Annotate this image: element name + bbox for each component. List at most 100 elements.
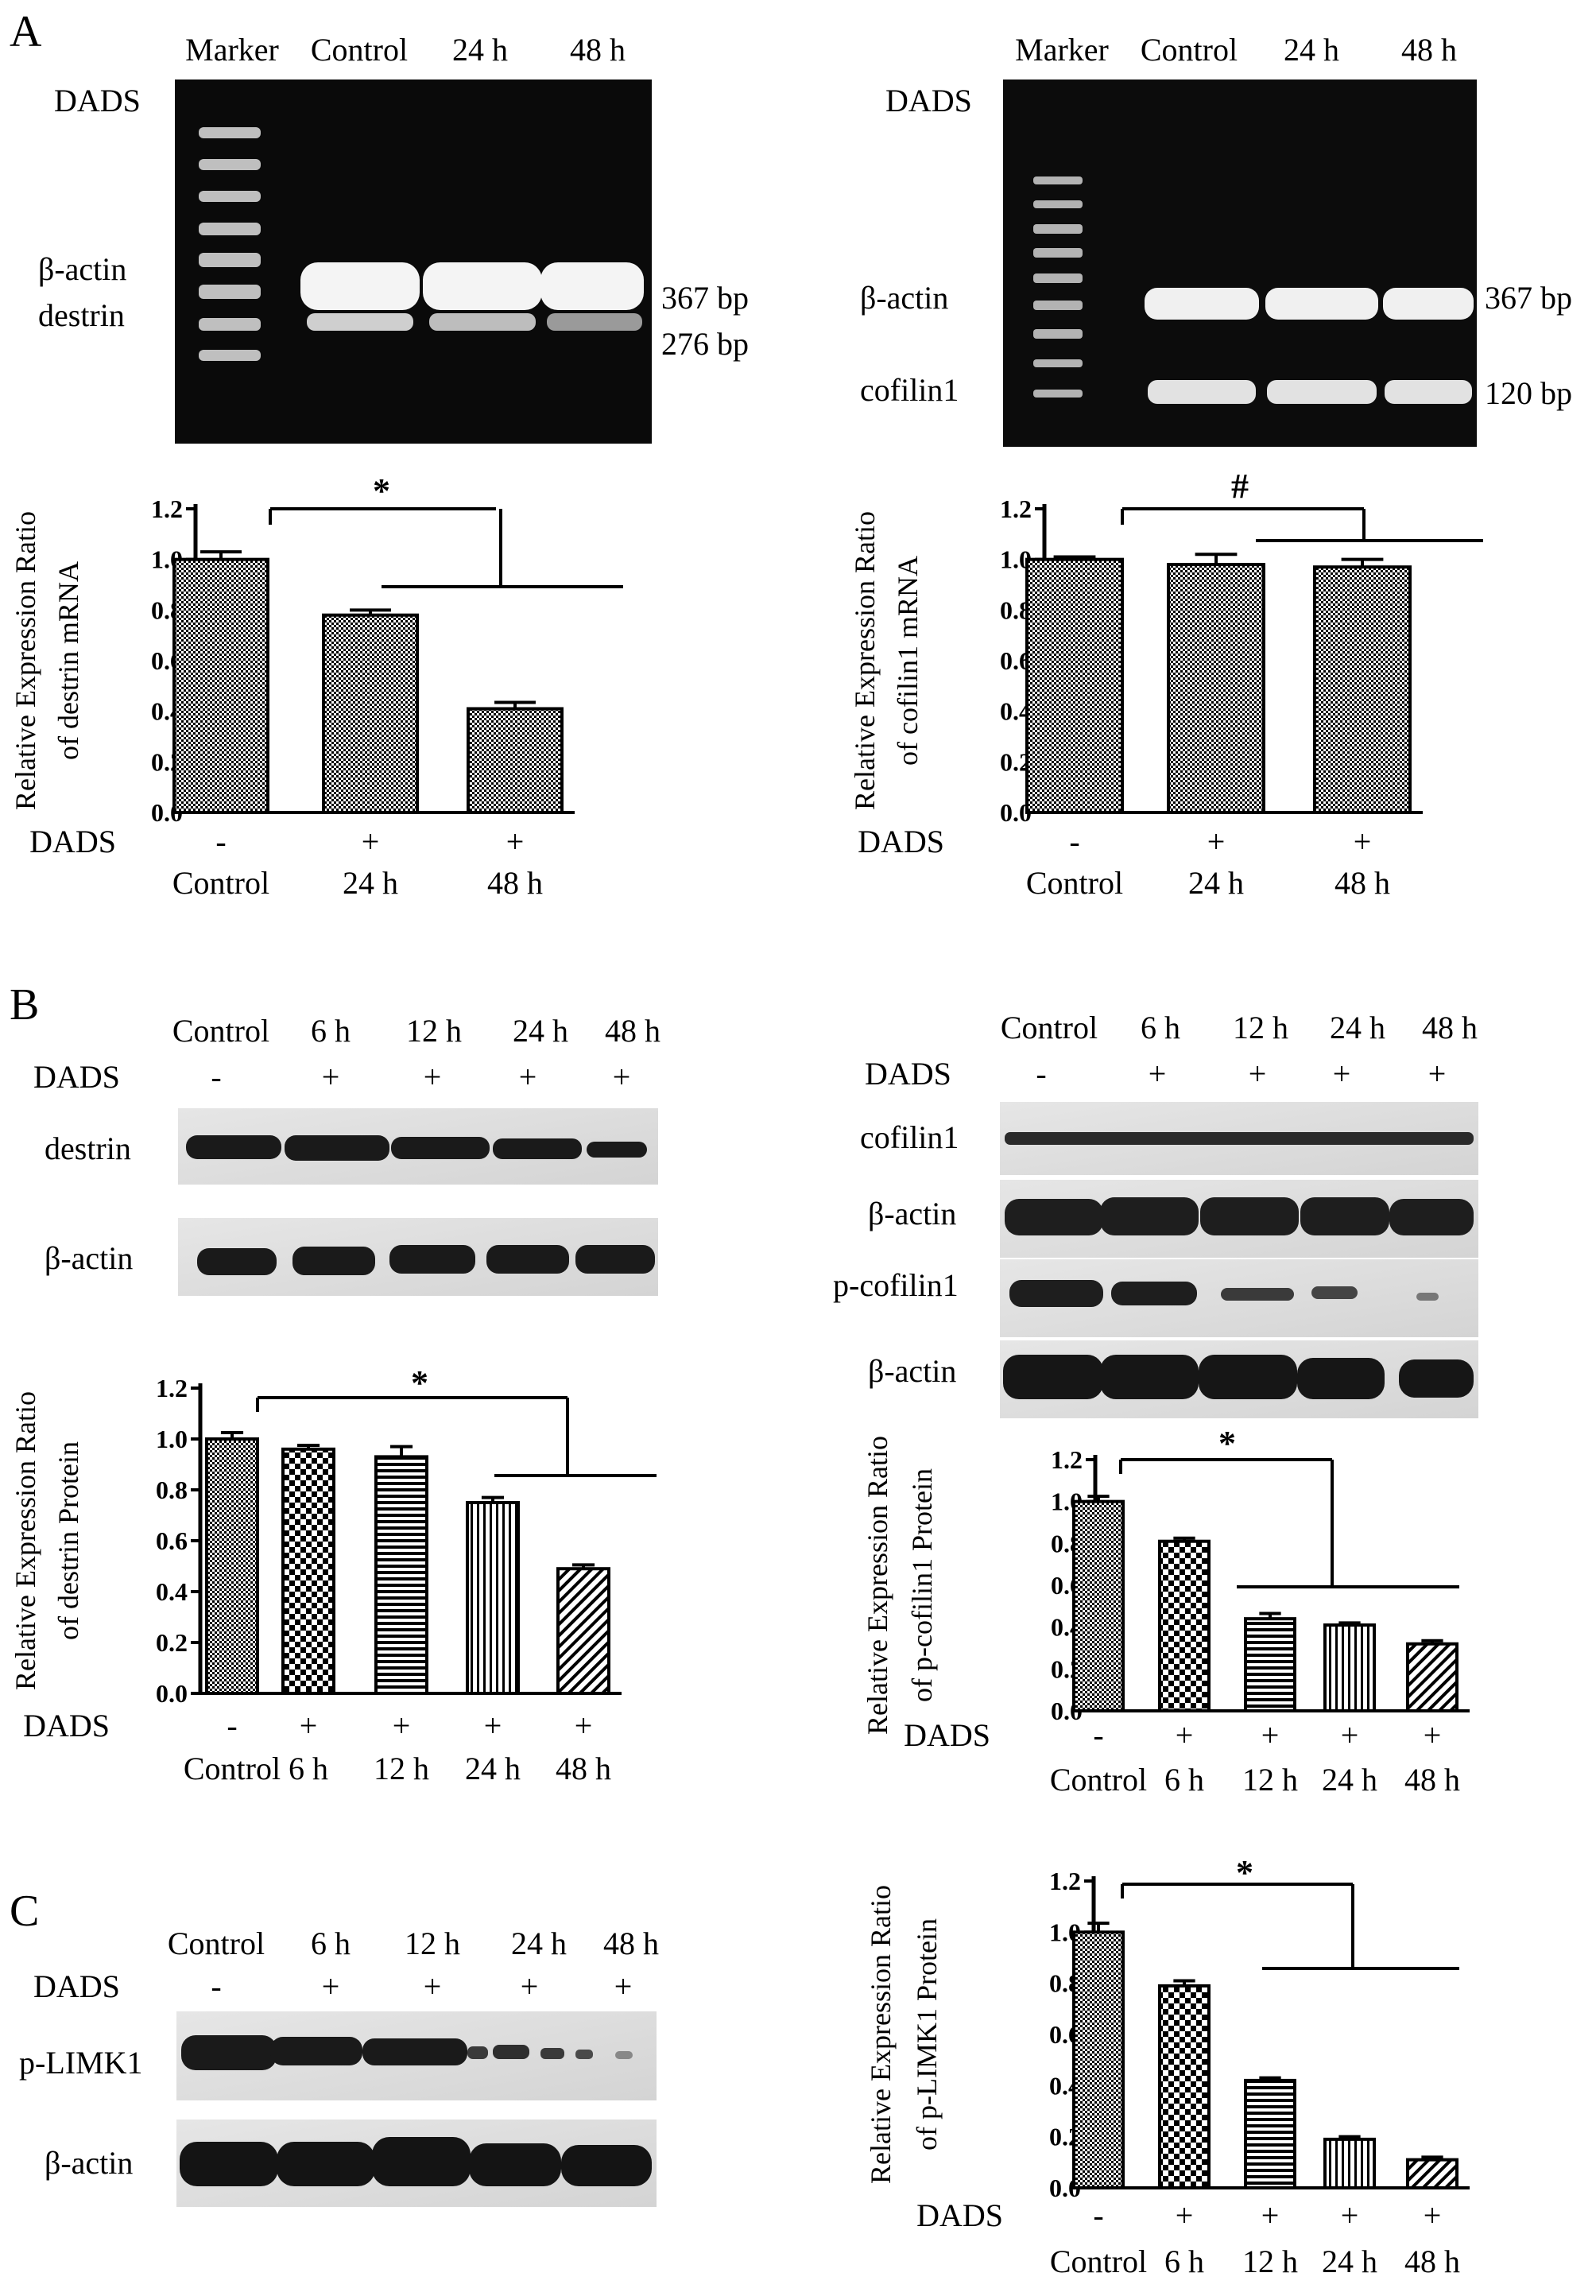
x-tick-label: 48 h	[556, 1751, 611, 1786]
bar	[466, 1501, 520, 1695]
dads-sign: +	[424, 1968, 442, 2004]
x-tick-label: Control	[1050, 1762, 1147, 1798]
dads-sign: -	[1093, 1717, 1103, 1753]
dads-sign: +	[1341, 1717, 1359, 1753]
bar	[1406, 1642, 1458, 1713]
dads-sign: -	[227, 1708, 237, 1743]
lane-label-control: Control	[311, 32, 408, 68]
lane-label-48h: 48 h	[1422, 1010, 1478, 1045]
significance-marker: *	[373, 471, 390, 510]
lane-label-48h: 48 h	[1401, 32, 1457, 68]
blot-bands	[1003, 1355, 1474, 1399]
blot-label-beta-actin: β-actin	[45, 2145, 133, 2181]
dads-sign: +	[506, 824, 525, 859]
bar	[467, 707, 564, 814]
dads-label: DADS	[33, 1059, 120, 1095]
dads-sign: +	[1333, 1056, 1351, 1092]
x-tick-label: 48 h	[487, 865, 543, 901]
dads-sign: +	[1424, 1717, 1442, 1753]
y-axis-label: of destrin Protein	[52, 1441, 84, 1640]
lane-label-24h: 24 h	[1330, 1010, 1385, 1045]
dads-sign: +	[484, 1708, 502, 1743]
dads-sign: +	[613, 1059, 631, 1095]
lane-label-24h: 24 h	[511, 1926, 567, 1961]
dads-label: DADS	[865, 1056, 951, 1092]
y-tick-label: 1.2	[1051, 1445, 1083, 1474]
y-tick-label: 1.2	[151, 494, 183, 523]
lane-label-control: Control	[172, 1013, 269, 1049]
dads-sign: +	[322, 1059, 340, 1095]
lane-label-24h: 24 h	[1284, 32, 1339, 68]
blot-label-beta-actin: β-actin	[868, 1353, 956, 1389]
dads-sign: +	[1249, 1056, 1267, 1092]
x-tick-label: 6 h	[1164, 2244, 1204, 2279]
bar	[1406, 2158, 1458, 2190]
dads-sign: -	[1036, 1056, 1046, 1092]
x-tick-label: 24 h	[343, 865, 398, 901]
dads-sign: +	[1207, 824, 1226, 859]
lane-label-control: Control	[1001, 1010, 1098, 1045]
blot-bands	[181, 2035, 633, 2070]
blot-label-beta-actin: β-actin	[868, 1196, 956, 1231]
blot-c-left: Control 6 h 12 h 24 h 48 h DADS - + + + …	[19, 1926, 659, 2207]
x-tick-label: 24 h	[1322, 2244, 1377, 2279]
dads-sign: +	[393, 1708, 411, 1743]
x-tick-label: 12 h	[374, 1751, 429, 1786]
band-label-beta-actin: β-actin	[38, 251, 126, 287]
lane-label-6h: 6 h	[1141, 1010, 1180, 1045]
y-tick-label: 1.2	[1000, 494, 1032, 523]
bar-chart-destrin-protein: 0.0 0.2 0.4 0.6 0.8 1.0 1.2 Relative Expression…	[10, 1363, 657, 1786]
x-tick-label: 48 h	[1335, 865, 1390, 901]
y-tick-label: 0.6	[156, 1526, 188, 1555]
dads-sign: +	[575, 1708, 593, 1743]
band-label-beta-actin: β-actin	[860, 280, 948, 316]
y-tick-label: 1.0	[156, 1425, 188, 1453]
lane-label-48h: 48 h	[603, 1926, 659, 1961]
dads-label: DADS	[885, 83, 972, 118]
y-axis-label: Relative Expression Ratio	[10, 511, 41, 810]
dads-sign: +	[1261, 2197, 1280, 2233]
dads-sign: +	[300, 1708, 318, 1743]
gel-bands	[1145, 288, 1474, 404]
blot-bands	[1005, 1197, 1474, 1235]
y-axis-label: of destrin mRNA	[52, 561, 84, 760]
lane-label-48h: 48 h	[605, 1013, 660, 1049]
bar	[1158, 1539, 1211, 1712]
x-tick-label: Control	[184, 1751, 281, 1786]
gel-a-right: Marker Control 24 h 48 h DADS - + + β	[860, 32, 1572, 447]
y-tick-label: 0.2	[156, 1628, 188, 1657]
bar	[1158, 1984, 1211, 2189]
dads-label: DADS	[858, 824, 944, 859]
bar	[1244, 1617, 1296, 1712]
significance-marker: *	[1218, 1424, 1236, 1463]
bar	[281, 1447, 335, 1696]
y-axis-label: Relative Expression Ratio	[849, 511, 881, 810]
x-tick-label: Control	[1050, 2244, 1147, 2279]
dads-label: DADS	[23, 1708, 110, 1743]
bar	[1313, 565, 1412, 814]
blot-bands	[186, 1135, 647, 1161]
x-tick-label: 24 h	[465, 1751, 521, 1786]
significance-marker: *	[411, 1363, 428, 1402]
marker-ladder	[199, 127, 261, 361]
blot-label-p-cofilin1: p-cofilin1	[833, 1267, 959, 1303]
y-axis-label: of cofilin1 mRNA	[892, 556, 924, 766]
dads-sign: +	[1149, 1056, 1167, 1092]
x-tick-label: 6 h	[289, 1751, 328, 1786]
lane-label-6h: 6 h	[311, 1013, 351, 1049]
dads-sign: +	[519, 1059, 537, 1095]
lane-label-12h: 12 h	[405, 1926, 460, 1961]
y-axis-label: of p-LIMK1 Protein	[911, 1918, 943, 2151]
blot-bands	[197, 1245, 655, 1275]
dads-sign: -	[215, 824, 226, 859]
blot-label-destrin: destrin	[45, 1131, 131, 1166]
blot-bands	[1009, 1280, 1439, 1307]
lane-label-24h: 24 h	[513, 1013, 568, 1049]
lane-label-48h: 48 h	[570, 32, 626, 68]
gel-bands	[300, 262, 644, 331]
dads-sign: +	[1428, 1056, 1447, 1092]
band-label-destrin: destrin	[38, 297, 125, 333]
x-tick-label: 48 h	[1404, 1762, 1460, 1798]
dads-label: DADS	[54, 83, 141, 118]
